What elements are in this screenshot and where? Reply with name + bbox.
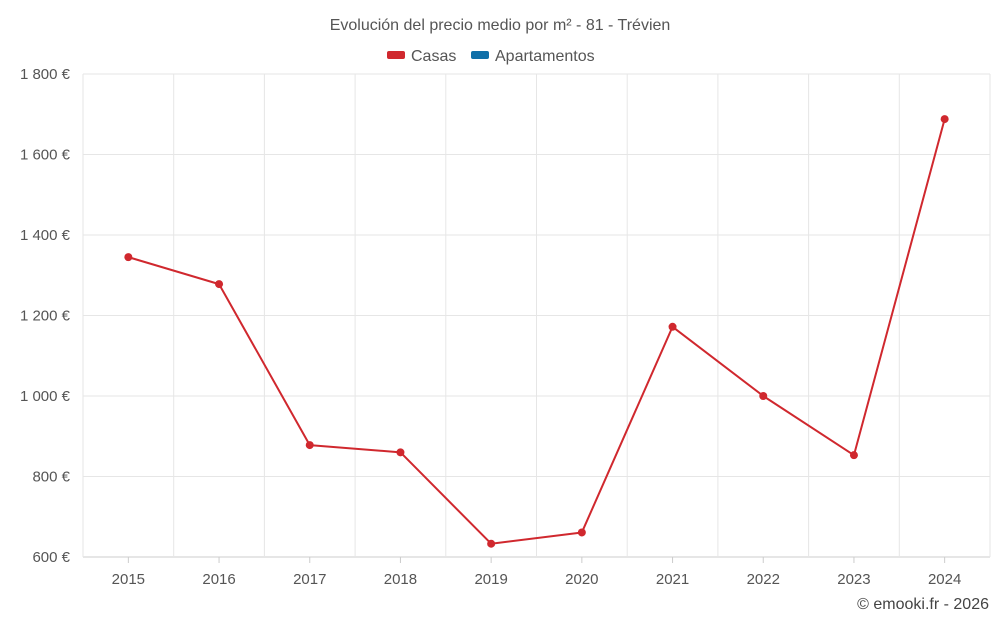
x-tick-label: 2022 [747, 571, 780, 588]
y-tick-label: 1 400 € [20, 227, 71, 244]
y-tick-label: 1 000 € [20, 388, 71, 405]
series-layer [124, 115, 949, 548]
x-axis-labels: 2015 2016 2017 2018 2019 2020 2021 2022 2023 2024 [112, 557, 961, 588]
x-tick-label: 2019 [474, 571, 507, 588]
data-point[interactable] [577, 528, 586, 537]
data-point[interactable] [759, 392, 768, 400]
legend-item-apartamentos[interactable]: Apartamentos [471, 48, 595, 65]
grid [82, 73, 991, 558]
x-tick-label: 2018 [384, 571, 417, 588]
y-tick-label: 1 800 € [20, 66, 71, 83]
data-point[interactable] [668, 322, 677, 331]
legend-label-casas: Casas [411, 48, 456, 65]
x-tick-label: 2015 [112, 571, 145, 588]
legend-swatch-apartamentos [471, 51, 489, 59]
legend-item-casas[interactable]: Casas [387, 48, 456, 65]
credit-text: © emooki.fr - 2026 [857, 596, 989, 613]
y-axis-labels: 600 € 800 € 1 000 € 1 200 € 1 400 € 1 600 € 1 … [20, 66, 71, 566]
x-tick-label: 2020 [565, 571, 598, 588]
data-point[interactable] [396, 448, 405, 457]
y-tick-label: 1 200 € [20, 308, 71, 325]
legend-swatch-casas [387, 51, 405, 59]
y-tick-label: 1 600 € [20, 147, 71, 164]
legend: Casas Apartamentos [387, 48, 595, 65]
x-tick-label: 2023 [837, 571, 870, 588]
x-tick-label: 2017 [293, 571, 326, 588]
x-tick-label: 2016 [202, 571, 235, 588]
x-tick-label: 2021 [656, 571, 689, 588]
data-point[interactable] [124, 253, 133, 262]
x-tick-label: 2024 [928, 571, 961, 588]
data-point[interactable] [849, 451, 858, 460]
y-tick-label: 600 € [32, 549, 70, 566]
y-tick-label: 800 € [32, 469, 70, 486]
data-point[interactable] [940, 115, 949, 124]
data-point[interactable] [305, 441, 314, 450]
data-point[interactable] [215, 280, 224, 289]
data-point[interactable] [487, 539, 496, 548]
legend-label-apartamentos: Apartamentos [495, 48, 595, 65]
chart-title: Evolución del precio medio por m² - 81 -… [330, 17, 671, 34]
series-line-casas [128, 118, 946, 545]
